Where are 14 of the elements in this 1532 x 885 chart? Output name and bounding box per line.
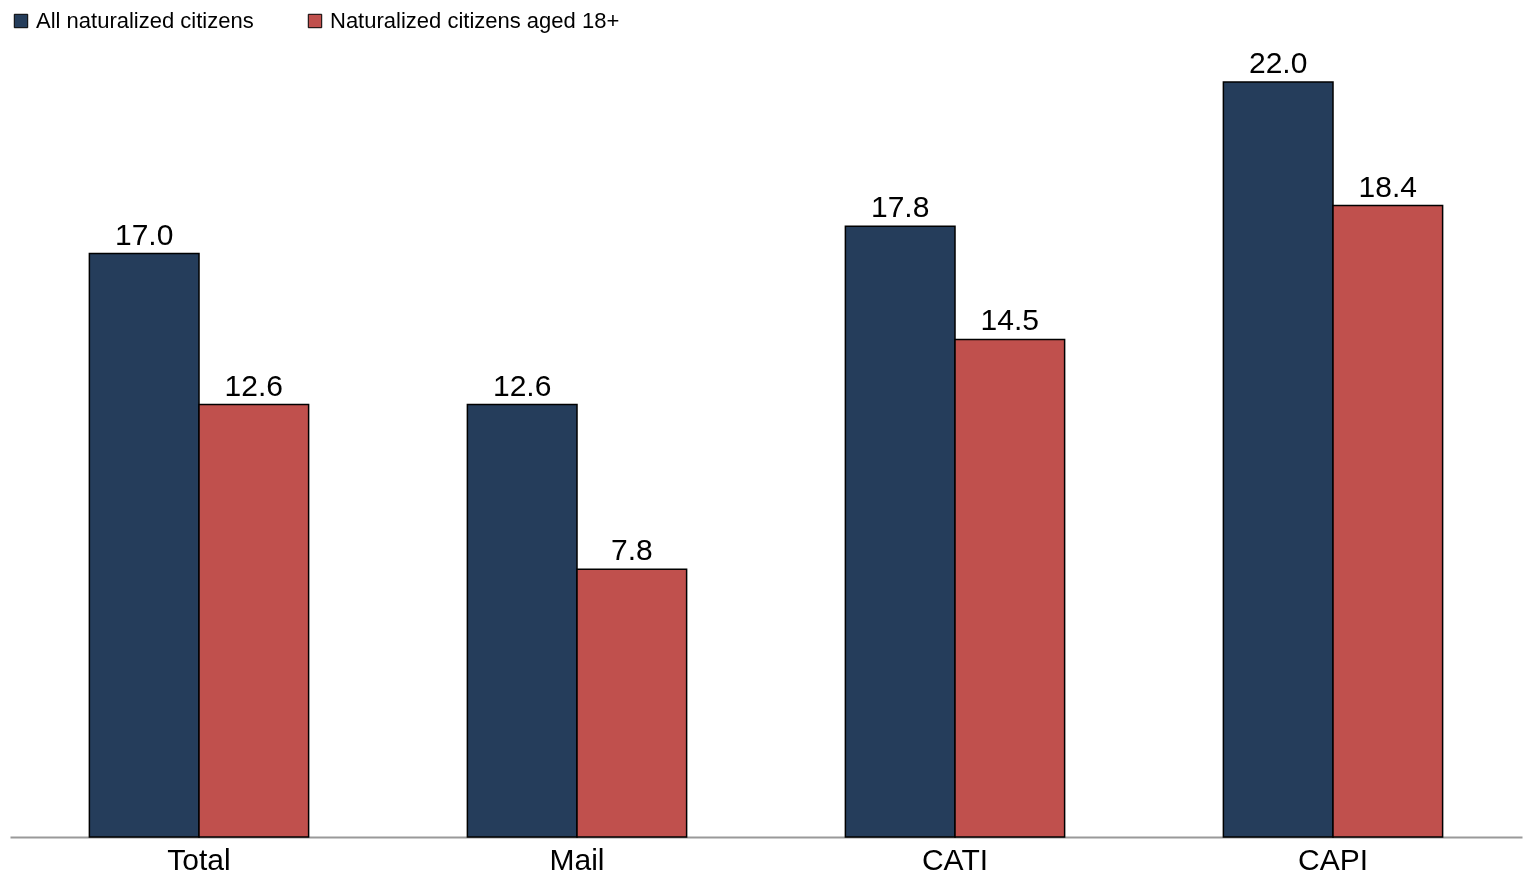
data-label: 14.5 [980,303,1040,337]
x-tick-label: CAPI [1297,842,1369,876]
data-label: 17.0 [114,217,174,251]
x-tick-label: CATI [921,842,989,876]
data-label: 17.8 [870,190,930,224]
legend-label: All naturalized citizens [36,8,254,33]
data-label: 12.6 [492,368,552,402]
data-label: 18.4 [1358,169,1418,203]
x-tick-label: Total [167,842,231,876]
data-label: 12.6 [224,368,284,402]
x-tick-label: Mail [549,842,605,876]
data-label: 22.0 [1248,46,1308,79]
legend-label: Naturalized citizens aged 18+ [330,8,620,33]
data-label: 7.8 [610,533,653,567]
